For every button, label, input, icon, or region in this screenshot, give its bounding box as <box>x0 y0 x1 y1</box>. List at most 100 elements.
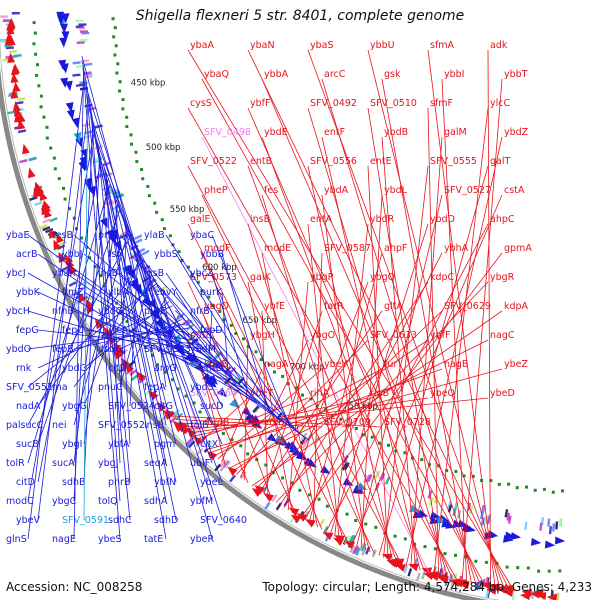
feature-mark <box>223 460 231 469</box>
forward-gene-arrow <box>488 583 500 592</box>
feature-mark <box>169 416 177 424</box>
gc-mark <box>115 71 119 75</box>
gc-mark <box>221 432 225 436</box>
reverse-gene-arrow <box>56 11 65 22</box>
forward-gene-label: ybaA <box>190 40 214 51</box>
forward-gene-arrow <box>546 593 558 600</box>
forward-gene-leader <box>321 136 421 571</box>
forward-gene-label: ybeY <box>324 359 347 370</box>
gc-mark <box>155 210 159 214</box>
forward-gene-arrow <box>56 232 64 244</box>
forward-gene-label: entE <box>370 156 392 167</box>
gc-mark <box>200 289 204 293</box>
gc-mark <box>52 156 56 160</box>
forward-gene-label: sfmF <box>430 98 453 109</box>
gc-mark <box>526 566 530 570</box>
reverse-gene-label: phrB <box>108 477 130 488</box>
forward-gene-label: ybaN <box>250 40 275 51</box>
forward-gene-arrow <box>290 514 302 524</box>
reverse-gene-label: ybgG <box>62 401 87 412</box>
gc-mark <box>445 469 449 473</box>
feature-mark <box>539 522 543 531</box>
forward-gene-leader <box>378 165 489 556</box>
forward-gene-label: ybbI <box>444 69 464 80</box>
forward-gene-arrow <box>423 572 435 580</box>
feature-mark <box>506 512 511 521</box>
feature-mark <box>352 546 358 555</box>
forward-gene-arrow <box>53 239 62 251</box>
reverse-gene-leader <box>27 234 132 426</box>
gc-mark <box>345 512 349 516</box>
feature-mark <box>353 545 360 555</box>
reverse-gene-arrow <box>510 532 522 540</box>
forward-gene-leader <box>247 223 344 541</box>
reverse-gene-leader <box>83 254 142 407</box>
reverse-gene-label: sdhA <box>144 496 168 507</box>
gc-mark <box>162 227 166 231</box>
forward-gene-leader <box>312 252 323 525</box>
reverse-gene-leader <box>83 99 88 521</box>
forward-gene-label: adk <box>490 40 508 51</box>
feature-mark <box>367 474 373 483</box>
reverse-gene-leader <box>105 174 121 464</box>
reverse-gene-leader <box>165 310 214 358</box>
forward-gene-label: ybdE <box>264 127 288 138</box>
forward-gene-label: galE <box>190 214 211 225</box>
forward-gene-label: ylcC <box>490 98 510 109</box>
forward-gene-arrow <box>502 589 514 597</box>
reverse-gene-label: ybcJ <box>6 268 26 279</box>
forward-gene-label: SFV_0498 <box>204 127 251 138</box>
forward-gene-arrow <box>395 564 406 572</box>
feature-mark <box>34 201 43 207</box>
forward-gene-label: ybeT <box>250 388 273 399</box>
forward-gene-leader <box>356 194 443 547</box>
feature-mark <box>350 534 356 543</box>
reverse-gene-leader <box>165 272 253 397</box>
gc-mark <box>198 410 202 414</box>
feature-mark <box>349 544 355 553</box>
gc-mark <box>180 258 184 262</box>
gc-mark <box>114 44 118 48</box>
forward-gene-arrow <box>519 592 531 600</box>
forward-gene-arrow <box>7 52 16 63</box>
reverse-gene-arrow <box>124 264 133 276</box>
gc-mark <box>443 552 447 556</box>
feature-mark <box>75 83 85 88</box>
forward-gene-label: potE <box>190 330 212 341</box>
forward-gene-label: ahpF <box>384 243 407 254</box>
feature-mark <box>365 474 372 483</box>
forward-gene-leader <box>247 107 454 580</box>
gc-mark <box>300 393 304 397</box>
gc-mark <box>370 435 374 439</box>
gc-mark <box>497 482 501 486</box>
gc-mark <box>254 350 258 354</box>
forward-gene-arrow <box>296 513 308 522</box>
forward-gene-arrow <box>28 167 36 179</box>
gc-mark <box>307 493 311 497</box>
tick-label: 450 kbp <box>131 79 166 89</box>
gc-mark <box>112 35 116 39</box>
gc-mark <box>474 559 478 563</box>
reverse-gene-leader <box>83 291 241 386</box>
forward-gene-arrow <box>438 576 449 585</box>
feature-mark <box>384 476 391 485</box>
feature-mark <box>45 227 54 234</box>
reverse-gene-label: tolR <box>6 458 25 469</box>
forward-gene-leader <box>360 194 383 549</box>
gc-mark <box>88 256 92 260</box>
feature-mark <box>226 377 234 385</box>
feature-mark <box>507 515 512 524</box>
forward-gene-arrow <box>381 553 393 562</box>
gc-mark <box>453 553 457 557</box>
feature-mark <box>229 474 236 483</box>
forward-gene-arrow <box>11 63 20 74</box>
feature-mark <box>556 592 560 600</box>
gc-mark <box>454 469 458 473</box>
reverse-gene-label: dsbG <box>98 344 122 355</box>
gc-mark <box>354 519 358 523</box>
reverse-gene-label: sdhB <box>62 477 86 488</box>
forward-gene-label: cstA <box>504 185 525 196</box>
feature-mark <box>8 49 17 53</box>
forward-gene-label: rihA <box>310 388 330 399</box>
reverse-gene-leader <box>211 272 249 393</box>
